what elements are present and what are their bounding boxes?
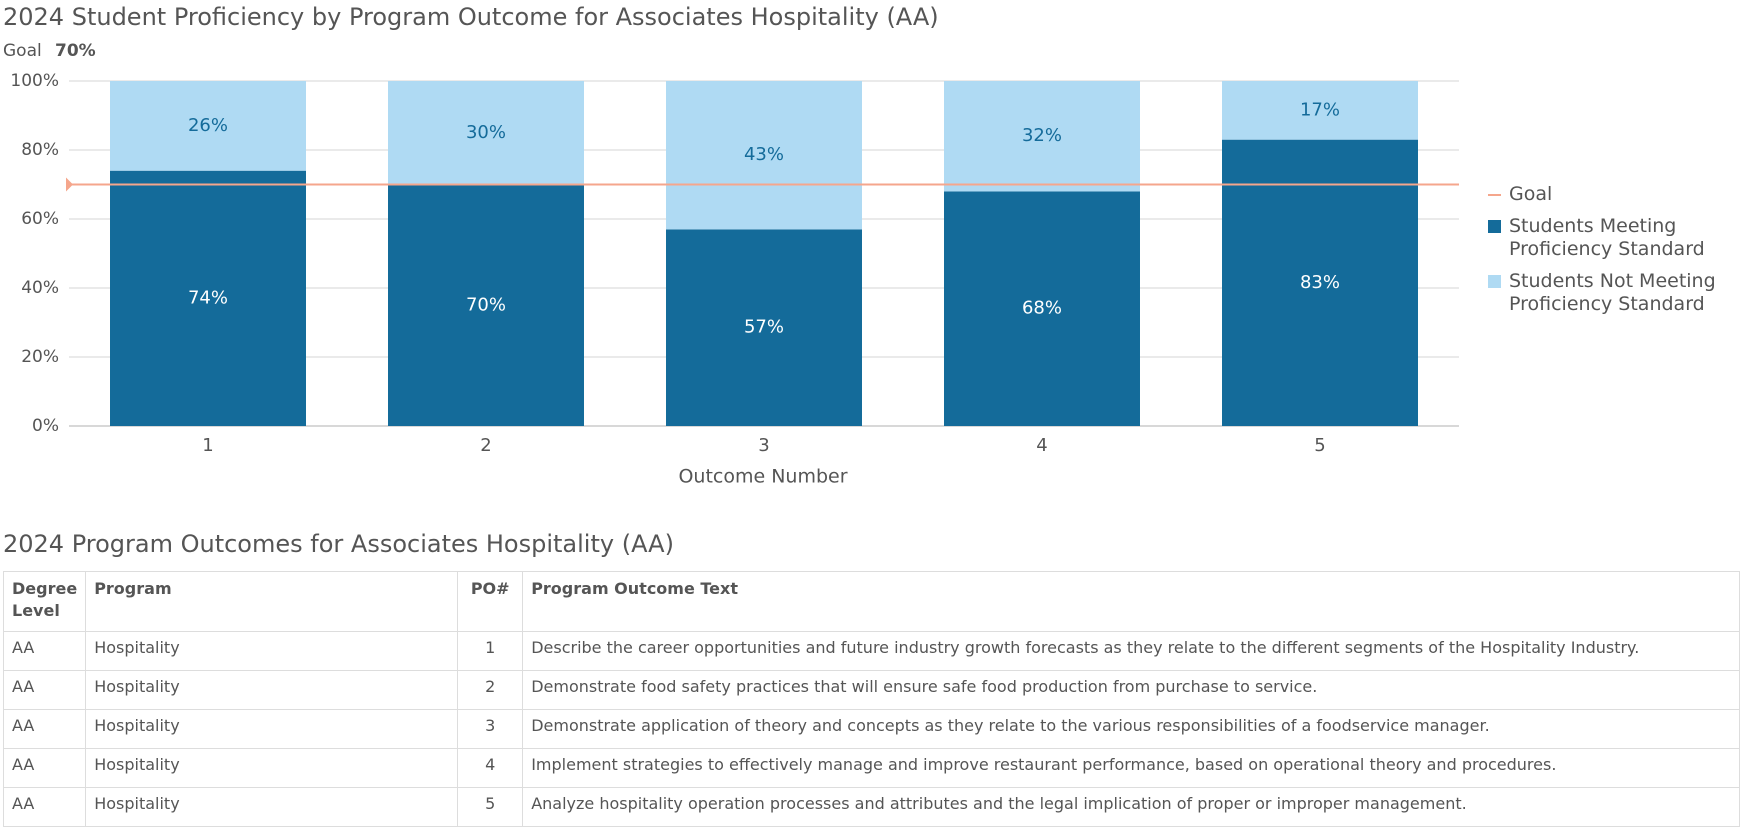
data-label: 43% [744, 144, 784, 165]
data-label: 83% [1300, 272, 1340, 293]
x-tick-label: 3 [758, 435, 769, 456]
table-cell: 3 [457, 709, 524, 749]
data-label: 70% [466, 294, 506, 315]
legend-swatch [1488, 220, 1501, 233]
table-cell: Hospitality [85, 787, 459, 827]
bar-segment [388, 184, 584, 426]
table-row: AA Hospitality 5 Analyze hospitality operat… [2, 787, 1740, 827]
table-cell: AA [2, 709, 87, 749]
header-cell: Program [85, 571, 459, 632]
header-cell: PO# [457, 571, 524, 632]
data-label: 68% [1022, 298, 1062, 319]
bar-segment [944, 191, 1140, 426]
y-tick-label: 100% [10, 71, 59, 91]
table-cell: Hospitality [85, 631, 459, 671]
legend-label: Goal [1509, 183, 1553, 205]
table-row: AA Hospitality 1 Describe the career opport… [2, 631, 1740, 671]
table-row: AA Hospitality 2 Demonstrate food safety pr… [2, 670, 1740, 710]
goal-value: 70% [55, 41, 96, 61]
data-label: 74% [188, 287, 228, 308]
goal-caption: Goal [3, 41, 42, 61]
legend-item: Students Not Meeting Proficiency Standar… [1488, 270, 1738, 316]
y-tick-label: 20% [21, 347, 59, 367]
table-title: 2024 Program Outcomes for Associates Hos… [3, 530, 674, 558]
y-tick-label: 40% [21, 278, 59, 298]
table-row: AA Hospitality 3 Demonstrate application of… [2, 709, 1740, 749]
x-axis-title: Outcome Number [678, 466, 847, 488]
table-cell: Analyze hospitality operation processes … [522, 787, 1740, 827]
legend-item: Goal [1488, 183, 1738, 206]
data-label: 30% [466, 122, 506, 143]
bar-segment [110, 81, 306, 171]
bar-segment [388, 81, 584, 185]
bar-segment [110, 170, 306, 426]
legend-label: Students Not Meeting Proficiency Standar… [1509, 270, 1716, 315]
legend-swatch [1488, 194, 1501, 196]
y-tick-label: 60% [21, 209, 59, 229]
table-cell: AA [2, 748, 87, 788]
chart: 2024 Student Proficiency by Program Outc… [3, 3, 1459, 488]
goal-marker [66, 177, 73, 192]
data-label: 32% [1022, 125, 1062, 146]
table-cell: Hospitality [85, 748, 459, 788]
table-cell: AA [2, 787, 87, 827]
table-cell: 5 [457, 787, 524, 827]
x-tick-label: 5 [1314, 435, 1325, 456]
legend-label: Students Meeting Proficiency Standard [1509, 215, 1705, 260]
table-cell: 2 [457, 670, 524, 710]
table-cell: Hospitality [85, 709, 459, 749]
table-row: AA Hospitality 4 Implement strategies to ef… [2, 748, 1740, 788]
table-cell: Describe the career opportunities and fu… [522, 631, 1740, 671]
table-cell: AA [2, 670, 87, 710]
bar-segment [1222, 81, 1418, 140]
chart-title: 2024 Student Proficiency by Program Outc… [3, 3, 939, 31]
x-tick-label: 2 [480, 435, 491, 456]
outcomes-table: Degree Level Program PO# Program Outcome Te… [2, 571, 1740, 827]
table-cell: Demonstrate food safety practices that w… [522, 670, 1740, 710]
x-tick-label: 1 [202, 435, 213, 456]
table-cell: Implement strategies to effectively mana… [522, 748, 1740, 788]
table-cell: AA [2, 631, 87, 671]
y-tick-label: 0% [32, 416, 59, 436]
x-tick-label: 4 [1036, 435, 1047, 456]
table-cell: 1 [457, 631, 524, 671]
table-cell: 4 [457, 748, 524, 788]
header-cell: Degree Level [2, 571, 87, 632]
bar-segment [1222, 139, 1418, 426]
data-label: 26% [188, 115, 228, 136]
legend-item: Students Meeting Proficiency Standard [1488, 215, 1738, 261]
legend-swatch [1488, 275, 1501, 288]
data-label: 57% [744, 317, 784, 338]
bar-segment [944, 81, 1140, 192]
header-cell: Program Outcome Text [522, 571, 1740, 632]
header-row: Degree Level Program PO# Program Outcome Te… [2, 571, 1740, 632]
table-cell: Demonstrate application of theory and co… [522, 709, 1740, 749]
table-cell: Hospitality [85, 670, 459, 710]
bar-segment [666, 81, 862, 230]
y-tick-label: 80% [21, 140, 59, 160]
data-label: 17% [1300, 99, 1340, 120]
bar-segment [666, 229, 862, 426]
legend: Goal Students Meeting Proficiency Standar… [1488, 183, 1738, 325]
